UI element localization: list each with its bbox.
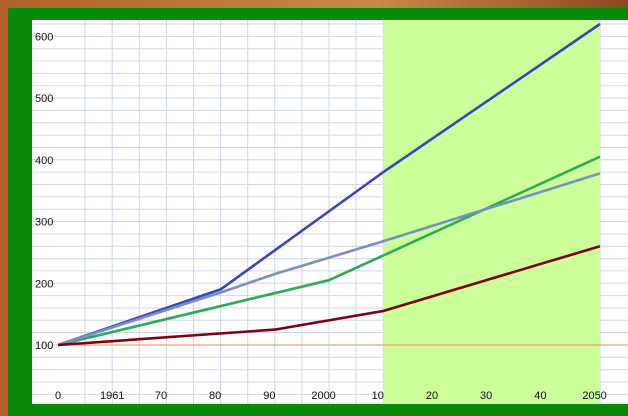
series-line-1 [57, 22, 601, 347]
x-tick-label: 30 [480, 390, 492, 402]
y-tick-label: 600 [35, 31, 53, 43]
x-tick-label: 40 [534, 390, 546, 402]
series-line-3 [57, 172, 601, 347]
x-tick-label: 0 [55, 390, 61, 402]
x-tick-label: 90 [263, 390, 275, 402]
series-line-4 [57, 244, 601, 347]
projection-band [383, 20, 600, 404]
x-tick-label: 80 [209, 390, 221, 402]
y-tick-label: 100 [35, 340, 53, 352]
y-tick-label: 300 [35, 217, 53, 229]
y-tick-label: 400 [35, 155, 53, 167]
y-tick-label: 500 [35, 93, 53, 105]
x-tick-label: 2050 [582, 390, 606, 402]
x-tick-label: 70 [155, 390, 167, 402]
x-tick-label: 10 [372, 390, 384, 402]
x-tick-label: 2000 [311, 390, 335, 402]
x-axis-tick-labels: 0 1961 70 80 90 2000 10 20 30 40 2050 [55, 390, 607, 402]
x-tick-label: 20 [426, 390, 438, 402]
x-tick-label: 1961 [100, 390, 124, 402]
y-tick-label: 200 [35, 278, 53, 290]
series-lines [57, 22, 601, 347]
y-axis-tick-labels: 100 200 300 400 500 600 [35, 31, 53, 352]
